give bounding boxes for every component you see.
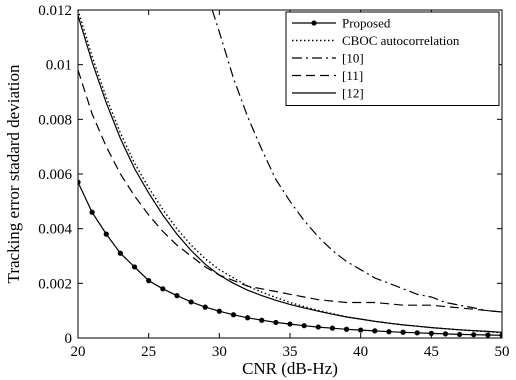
data-point [471,332,477,338]
x-axis-ticks: 20 25 30 35 40 45 50 [71,10,510,360]
data-point [287,321,293,327]
data-point [202,304,208,310]
data-point [216,308,222,314]
x-tick-label: 35 [283,344,298,360]
x-tick-label: 45 [424,344,439,360]
data-point [78,179,81,185]
legend-label: Proposed [342,16,391,31]
y-axis-label: Tracking error stadard deviation [4,64,23,283]
legend: Proposed CBOC autocorrelation [10] [11] [12] [285,11,500,106]
data-point [160,286,166,292]
x-tick-label: 30 [212,344,227,360]
data-point [117,250,123,256]
data-point [146,278,152,284]
x-tick-label: 40 [353,344,368,360]
x-tick-label: 50 [495,344,510,360]
data-point [358,327,364,333]
x-tick-label: 25 [141,344,156,360]
data-point [89,209,95,215]
legend-label: [11] [342,68,363,83]
series-layer [78,10,502,338]
y-tick-label: 0.006 [38,167,72,183]
series-line-4 [78,15,502,333]
data-point [273,319,279,326]
series-line-0 [78,181,502,336]
series-line-3 [78,69,502,313]
data-point [457,331,463,338]
x-axis-label: CNR (dB-Hz) [242,359,338,378]
data-point [442,331,449,337]
data-point [485,332,491,338]
legend-label: [12] [342,86,364,101]
y-axis-ticks: 0 0.002 0.004 0.006 0.008 0.01 0.012 [38,3,502,347]
legend-box [285,11,500,106]
data-point [386,329,392,335]
data-point [400,329,406,335]
data-point [414,330,420,336]
y-tick-label: 0.01 [46,58,72,74]
data-point [131,264,138,270]
legend-label: [10] [342,51,364,66]
data-point [343,326,350,332]
data-point [230,312,237,318]
data-point [188,299,194,305]
y-tick-label: 0.008 [38,112,72,128]
data-point [103,231,109,237]
data-point [245,315,251,321]
y-tick-label: 0.002 [38,276,72,292]
legend-marker [311,20,317,26]
y-tick-label: 0 [65,331,73,347]
legend-label: CBOC autocorrelation [342,33,460,48]
data-point [329,325,335,331]
x-tick-label: 20 [71,344,86,360]
y-tick-label: 0.004 [38,222,72,238]
data-point [428,330,434,336]
data-point [499,332,502,338]
data-point [174,293,180,299]
series-line-2 [211,10,502,313]
data-point [301,323,307,329]
y-tick-label: 0.012 [38,3,72,19]
data-point [315,324,321,330]
data-point [372,328,378,334]
data-point [259,317,265,323]
